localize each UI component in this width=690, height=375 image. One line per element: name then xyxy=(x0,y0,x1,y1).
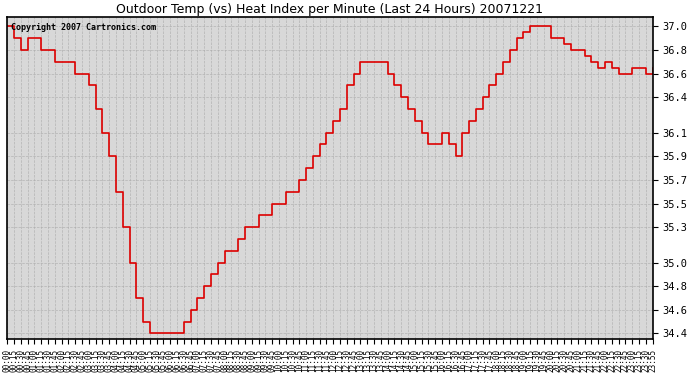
Text: Copyright 2007 Cartronics.com: Copyright 2007 Cartronics.com xyxy=(10,23,155,32)
Title: Outdoor Temp (vs) Heat Index per Minute (Last 24 Hours) 20071221: Outdoor Temp (vs) Heat Index per Minute … xyxy=(117,3,544,16)
